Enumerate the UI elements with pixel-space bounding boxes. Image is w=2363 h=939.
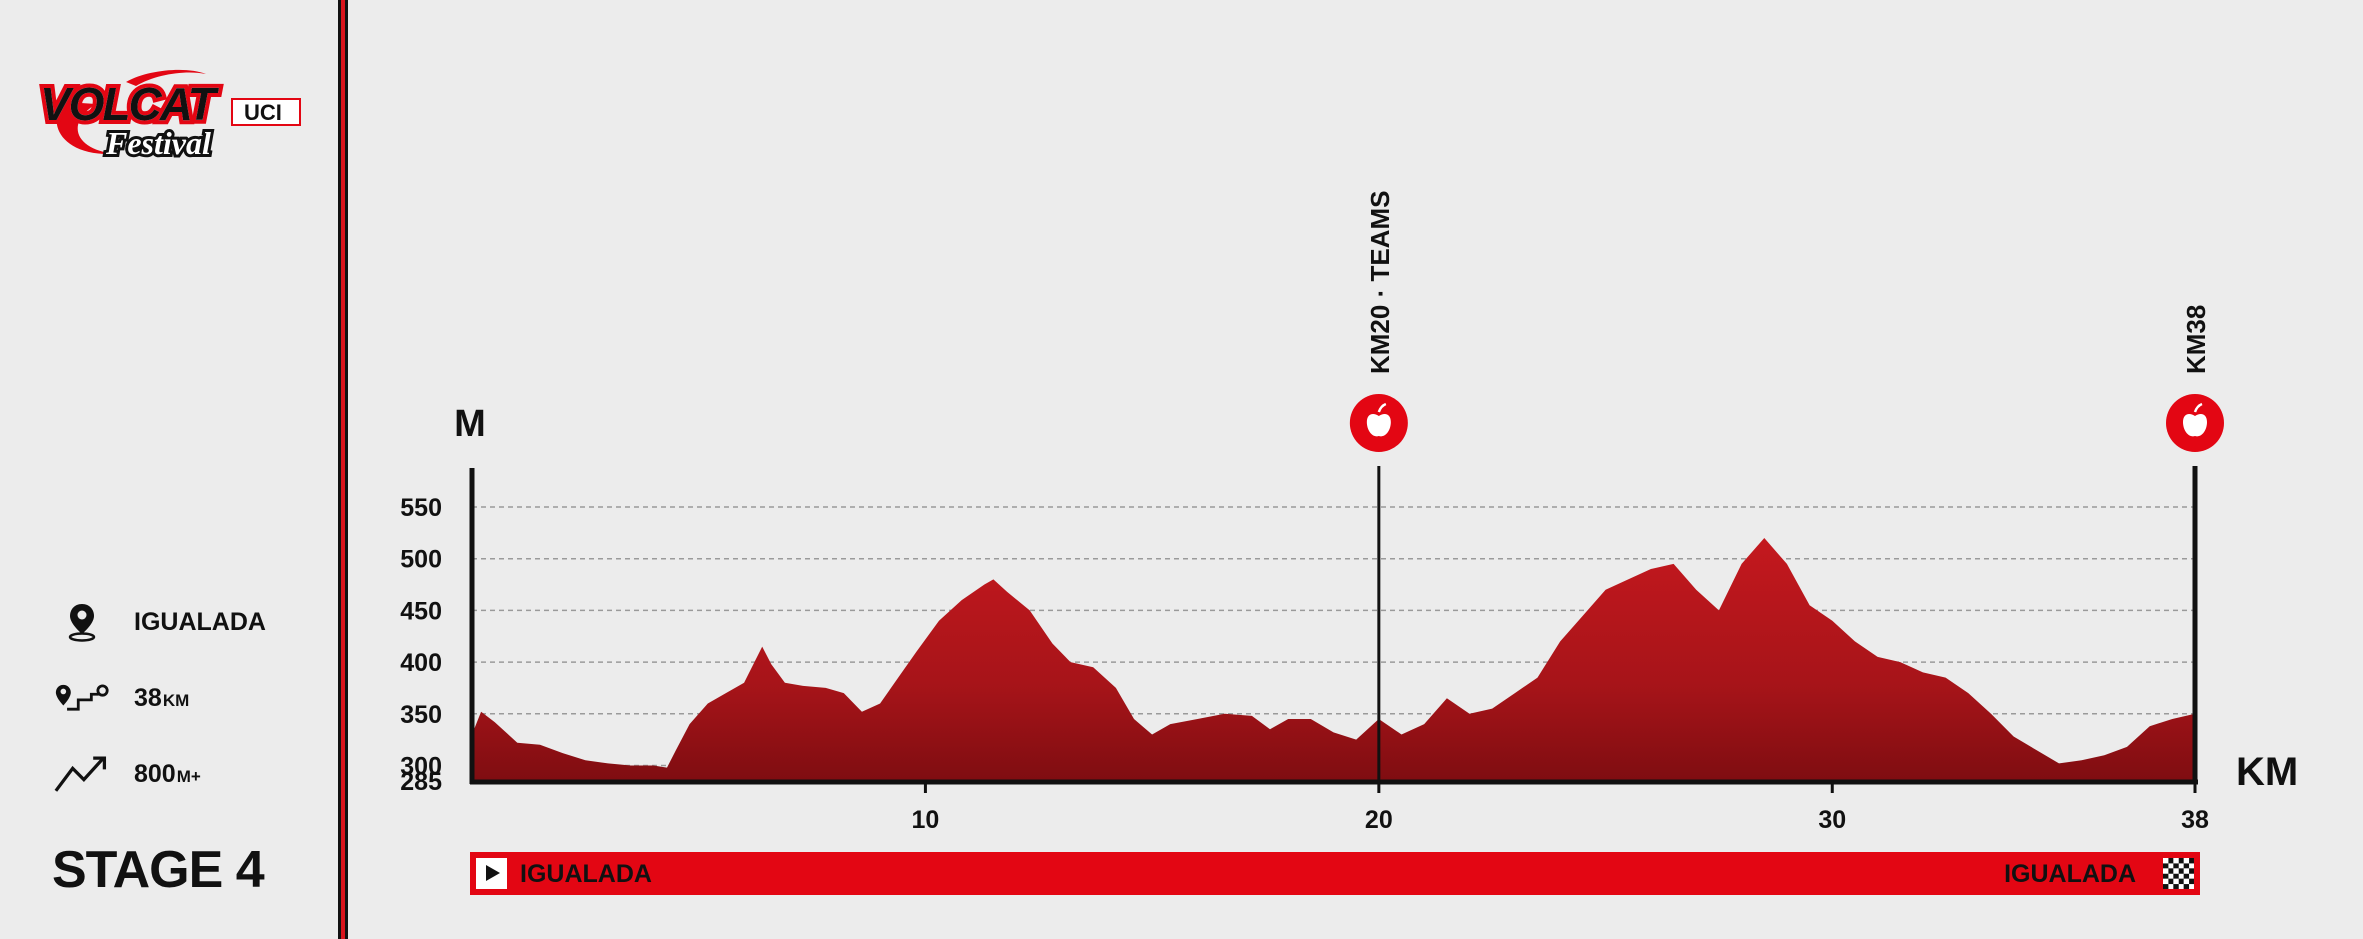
x-tick-label: 30 xyxy=(1818,806,1846,834)
y-tick-label: 400 xyxy=(400,649,442,677)
x-tick-label: 10 xyxy=(912,806,940,834)
x-axis-label: KM xyxy=(2236,750,2298,794)
y-tick-label: 450 xyxy=(400,597,442,625)
route-icon xyxy=(54,676,110,720)
stage-title: STAGE 4 xyxy=(52,841,265,899)
x-tick-label: 38 xyxy=(2181,806,2209,834)
y-tick-label: 300 xyxy=(400,752,442,780)
y-axis-label: M xyxy=(454,403,486,445)
route-finish-label: IGUALADA xyxy=(2004,860,2136,888)
elevation-area xyxy=(472,538,2195,781)
route-start-label: IGUALADA xyxy=(520,860,652,888)
location-row: IGUALADA xyxy=(54,600,266,644)
volcat-logo: VOLCAT VOLCAT UCI Festival xyxy=(36,69,301,162)
finish-flag-icon xyxy=(2163,858,2194,889)
marker-label: KM20 · TEAMS xyxy=(1365,191,1395,374)
sidebar-divider xyxy=(338,0,348,939)
route-bar: IGUALADA IGUALADA xyxy=(470,852,2200,895)
logo-sub: Festival xyxy=(105,125,211,161)
distance-text: 38KM xyxy=(134,683,190,712)
apple-icon xyxy=(1366,402,1391,437)
logo-tag: UCI xyxy=(244,100,282,125)
feed-zone-marker: KM38 xyxy=(2166,305,2224,782)
map-pin-icon xyxy=(54,600,110,644)
marker-label: KM38 xyxy=(2181,305,2211,374)
elevation-gain-icon xyxy=(54,752,110,796)
logo-text: VOLCAT xyxy=(40,78,220,130)
location-text: IGUALADA xyxy=(134,607,266,636)
svg-text:VOLCAT: VOLCAT xyxy=(40,78,220,130)
y-tick-label: 550 xyxy=(400,494,442,522)
y-tick-label: 350 xyxy=(400,701,442,729)
start-play-icon xyxy=(476,858,507,889)
y-tick-label: 500 xyxy=(400,546,442,574)
elevation-text: 800M+ xyxy=(134,759,201,788)
distance-row: 38KM xyxy=(54,676,189,720)
sidebar: VOLCAT VOLCAT UCI Festival IGUALADA 38KM… xyxy=(0,0,338,939)
apple-icon xyxy=(2183,402,2207,437)
x-tick-label: 20 xyxy=(1365,806,1393,834)
y-tick-label: 285 xyxy=(400,768,442,796)
elevation-row: 800M+ xyxy=(54,752,201,796)
feed-zone-marker: KM20 · TEAMS xyxy=(1349,191,1408,782)
